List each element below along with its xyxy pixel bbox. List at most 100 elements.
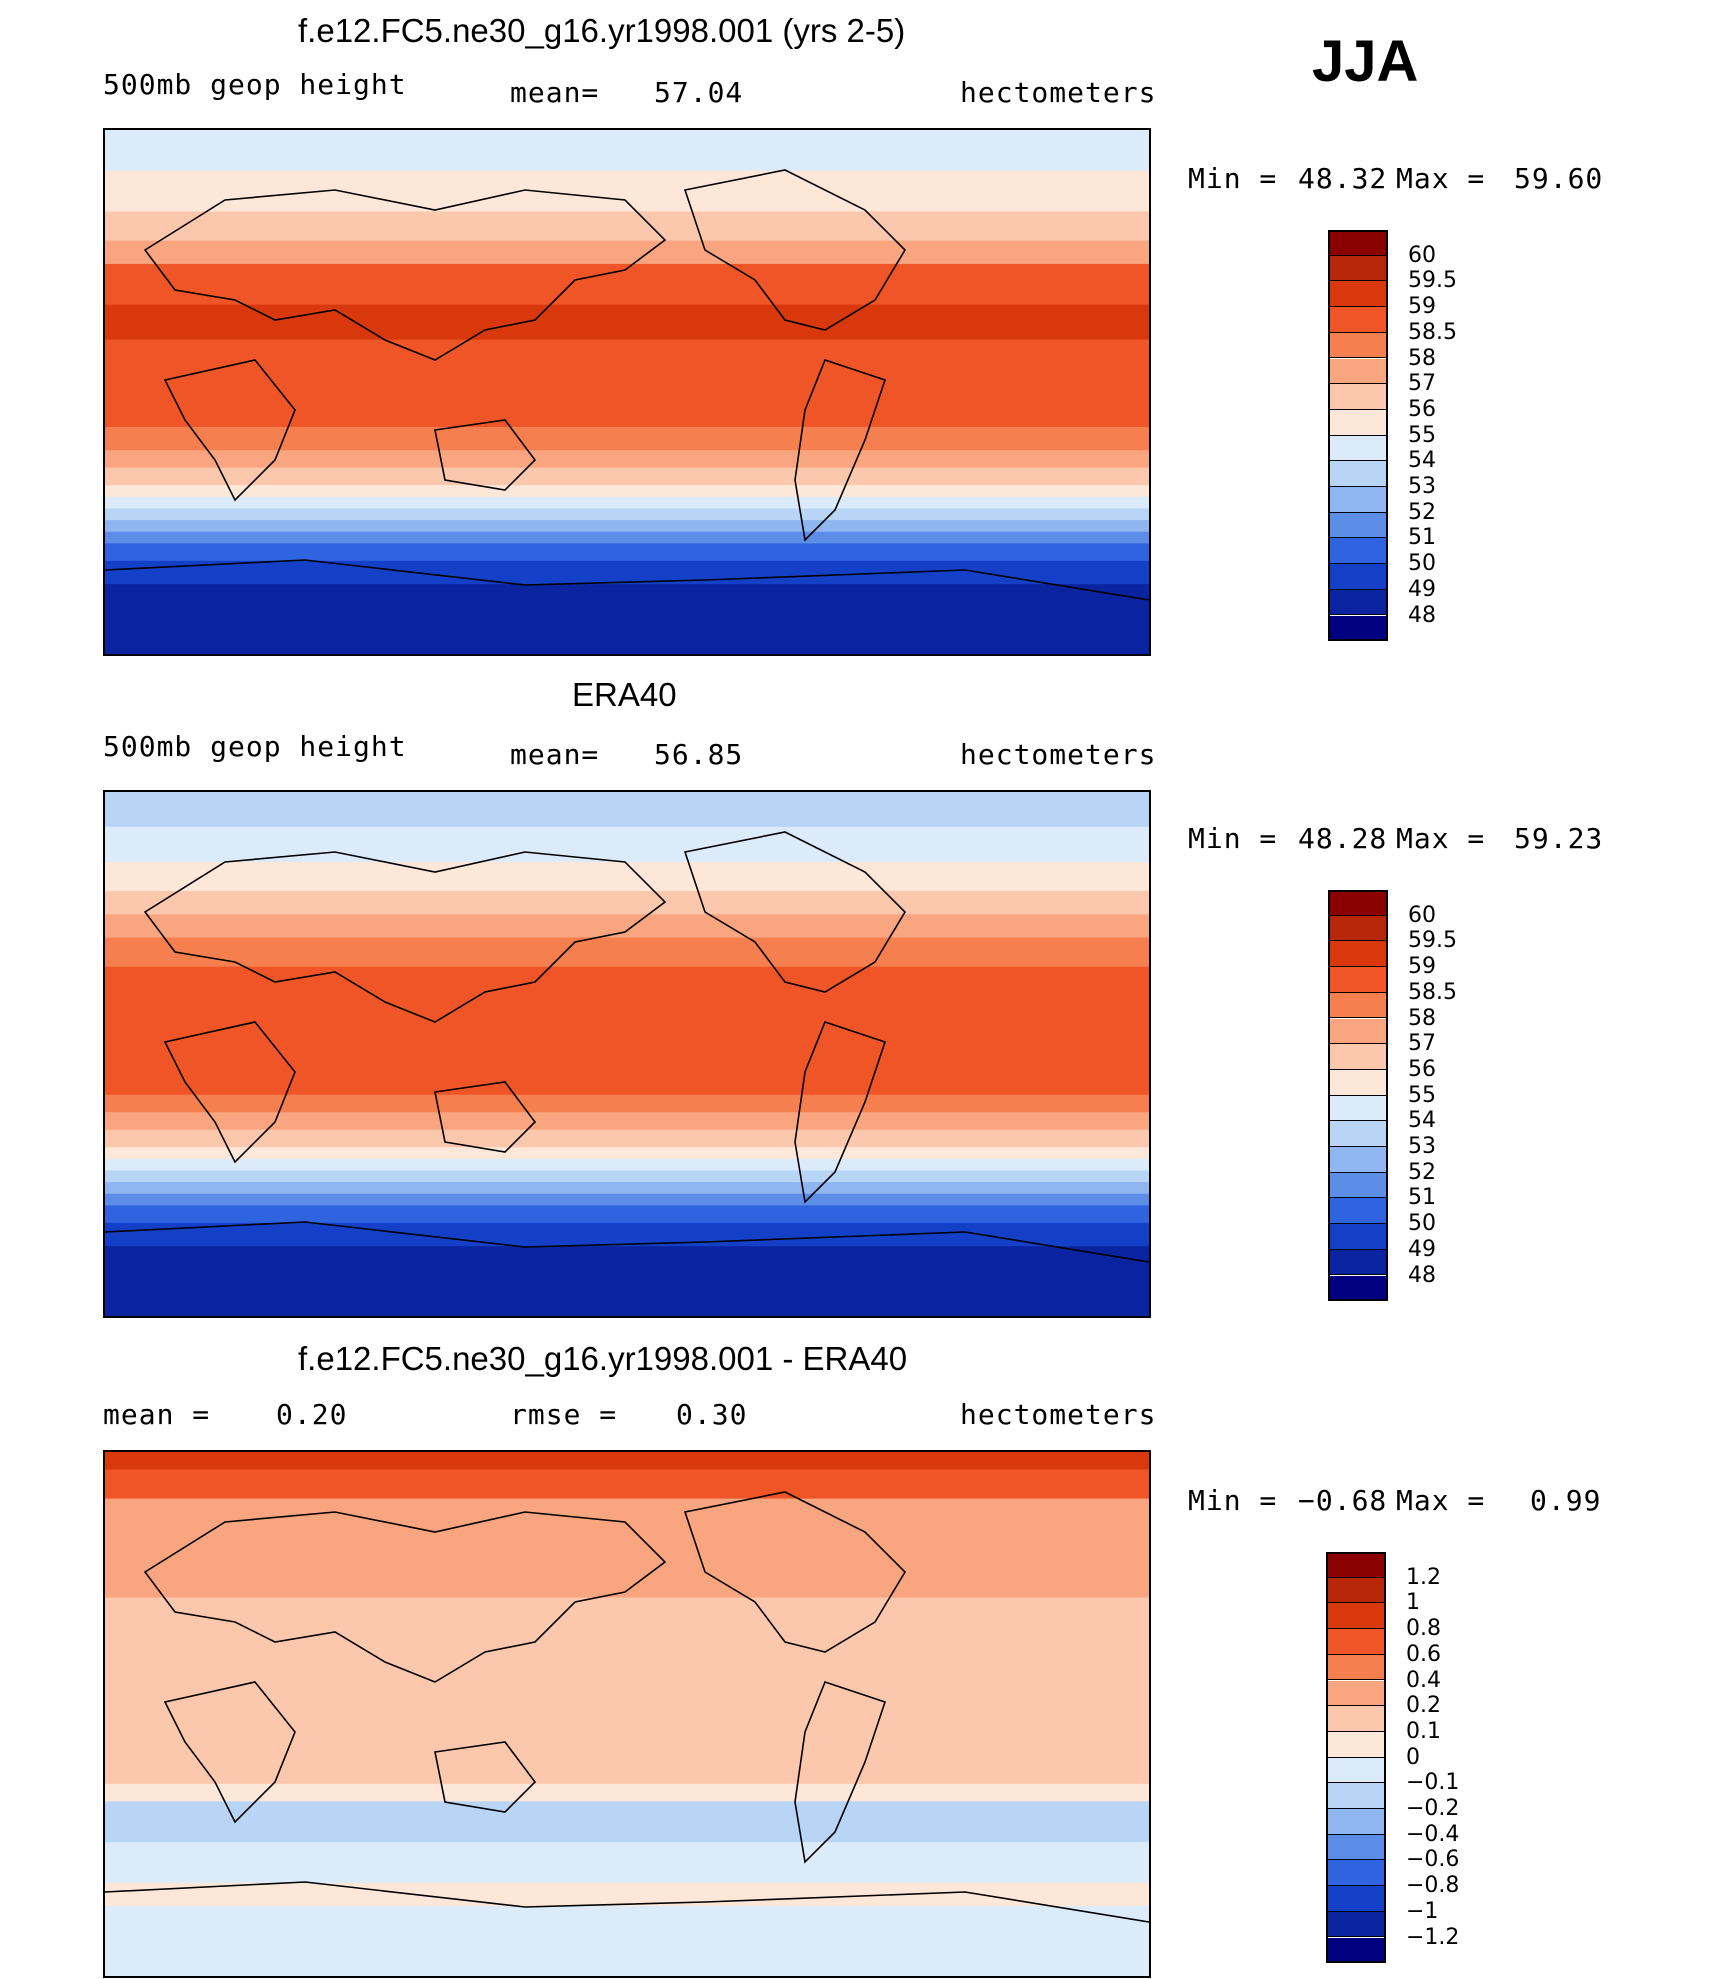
panel1-units: hectometers — [960, 76, 1157, 109]
colorbar-box — [1326, 1552, 1386, 1578]
colorbar-tick-label: 60 — [1408, 902, 1436, 928]
coastline — [105, 559, 1149, 601]
field-band — [105, 1842, 1149, 1884]
season-label: JJA — [1312, 29, 1419, 94]
field-band — [105, 1498, 1149, 1599]
colorbar-tick-label: 56 — [1408, 396, 1436, 422]
colorbar-box — [1328, 1069, 1388, 1096]
field-band — [105, 792, 1149, 828]
field-band — [105, 1147, 1149, 1160]
colorbar-frame — [1328, 890, 1388, 1302]
panel3-min-label: Min = — [1188, 1484, 1278, 1517]
colorbar-box — [1328, 992, 1388, 1019]
field-band — [105, 531, 1149, 545]
colorbar-tick-label: 52 — [1408, 499, 1436, 525]
colorbar-box — [1326, 1860, 1386, 1887]
colorbar-tick-label: 59.5 — [1408, 268, 1457, 294]
colorbar-box — [1328, 589, 1388, 616]
colorbar-box — [1326, 1911, 1386, 1938]
colorbar-box — [1326, 1783, 1386, 1809]
colorbar-frame — [1326, 1552, 1386, 1964]
coastline — [794, 1681, 887, 1864]
field-band — [105, 914, 1149, 939]
field-band — [105, 170, 1149, 213]
colorbar-box — [1328, 1224, 1388, 1250]
field-band — [105, 937, 1149, 968]
colorbar-tick-label: 0.4 — [1406, 1667, 1441, 1693]
colorbar-tick-label: 0.2 — [1406, 1693, 1441, 1719]
panel2-units: hectometers — [960, 738, 1157, 771]
colorbar-box — [1328, 409, 1388, 436]
field-band — [105, 584, 1149, 654]
panel3-max-label: Max = — [1396, 1484, 1486, 1517]
coastline — [434, 1741, 537, 1813]
coastline — [794, 1021, 887, 1204]
colorbar-box — [1328, 1198, 1388, 1225]
field-band — [105, 543, 1149, 562]
field-band — [105, 339, 1149, 428]
panel3-field — [105, 1452, 1149, 1976]
colorbar-box — [1326, 1654, 1386, 1681]
colorbar-tick-label: 58.5 — [1408, 979, 1457, 1005]
panel2-title: ERA40 — [572, 676, 677, 713]
colorbar-box — [1326, 1834, 1386, 1861]
panel3-units: hectometers — [960, 1398, 1157, 1431]
colorbar-box — [1328, 1172, 1388, 1199]
panel1-min-value: 48.32 — [1298, 162, 1388, 195]
field-band — [105, 1112, 1149, 1131]
colorbar-tick-label: 59 — [1408, 954, 1436, 980]
field-band — [105, 1597, 1149, 1745]
coastline — [163, 1681, 296, 1824]
coastline — [683, 1491, 907, 1653]
colorbar-box — [1328, 1121, 1388, 1147]
field-band — [105, 1182, 1149, 1195]
field-band — [105, 1906, 1149, 1976]
colorbar-tick-label: −1.2 — [1406, 1924, 1460, 1950]
coastline — [105, 1221, 1149, 1263]
panel2-min-value: 48.28 — [1298, 822, 1388, 855]
field-band — [105, 263, 1149, 306]
panel3-mean-label: mean = — [103, 1398, 211, 1431]
field-band — [105, 496, 1149, 510]
panel2-variable: 500mb geop height — [103, 730, 407, 763]
field-band — [105, 1469, 1149, 1500]
coastline — [163, 359, 296, 502]
colorbar-tick-label: 54 — [1408, 448, 1436, 474]
field-band — [105, 560, 1149, 586]
panel1-mean-value: 57.04 — [654, 76, 744, 109]
panel1-max-value: 59.60 — [1514, 162, 1604, 195]
colorbar-box — [1328, 1147, 1388, 1173]
colorbar-box — [1328, 941, 1388, 968]
field-band — [105, 1170, 1149, 1184]
panel2-max-value: 59.23 — [1514, 822, 1604, 855]
field-band — [105, 890, 1149, 916]
colorbar-tick-label: −0.1 — [1406, 1770, 1460, 1796]
field-band — [105, 826, 1149, 863]
colorbar-tick-label: 1.2 — [1406, 1564, 1441, 1590]
colorbar-tick-label: 51 — [1408, 1185, 1436, 1211]
colorbar-tick-label: 53 — [1408, 1134, 1436, 1159]
colorbar-tick-label: 57 — [1408, 371, 1436, 397]
colorbar-box — [1326, 1603, 1386, 1630]
field-band — [105, 1801, 1149, 1844]
panel3-rmse-label: rmse = — [510, 1398, 618, 1431]
colorbar-box — [1328, 1044, 1388, 1070]
field-band — [105, 520, 1149, 533]
colorbar-tick-label: 53 — [1408, 474, 1436, 499]
colorbar-box — [1328, 512, 1388, 539]
colorbar-box — [1328, 435, 1388, 462]
panel2-field — [105, 792, 1149, 1316]
field-band — [105, 426, 1149, 452]
panel3-mean-value: 0.20 — [276, 1398, 348, 1431]
panel3-map — [103, 1450, 1151, 1978]
field-band — [105, 1246, 1149, 1316]
field-band — [105, 1452, 1149, 1471]
coastline — [143, 851, 667, 1023]
panel2-mean-label: mean= — [510, 738, 600, 771]
colorbar-box — [1328, 281, 1388, 308]
panel3-rmse-value: 0.30 — [676, 1398, 748, 1431]
coastline — [794, 359, 887, 542]
colorbar-box — [1328, 307, 1388, 333]
colorbar-tick-label: 1 — [1406, 1590, 1420, 1616]
field-band — [105, 485, 1149, 498]
